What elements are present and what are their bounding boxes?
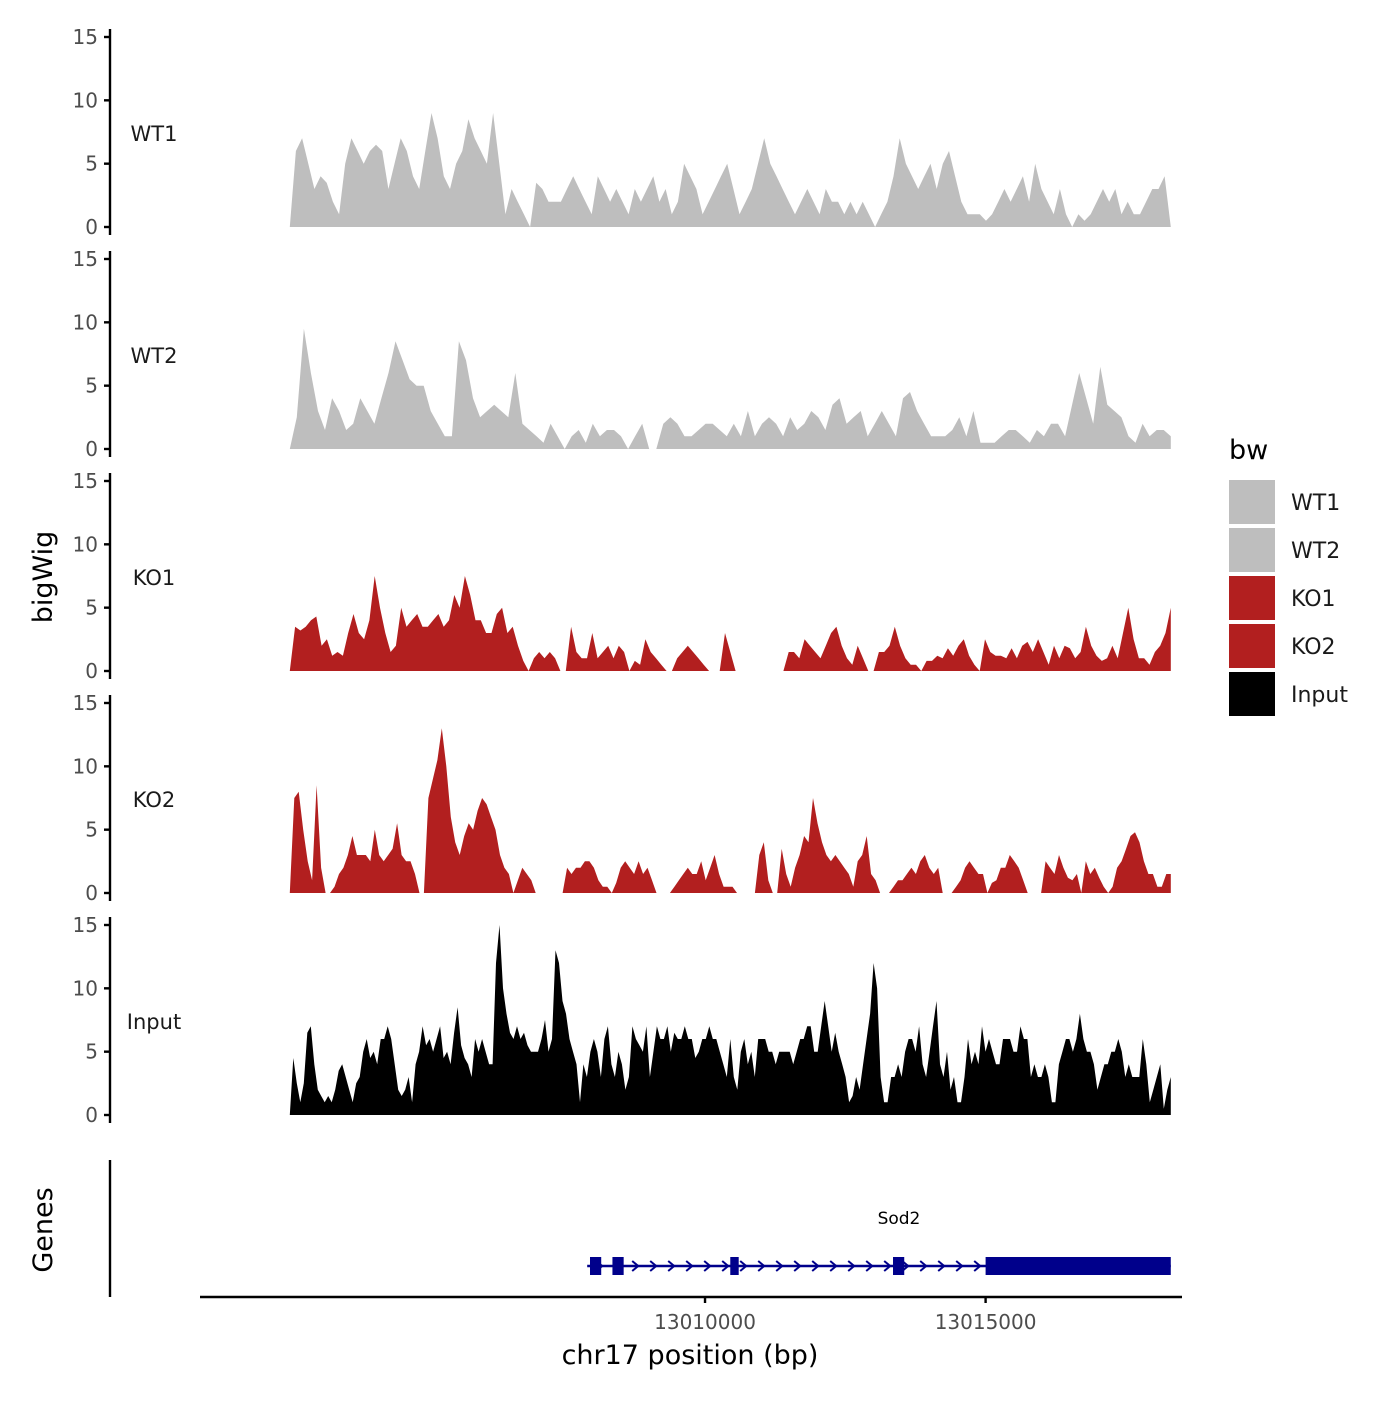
exon-block <box>612 1257 624 1275</box>
y-tick-label: 10 <box>73 532 98 556</box>
legend-swatch-ko2 <box>1229 624 1275 668</box>
y-tick-label: 0 <box>85 215 98 239</box>
legend-title: bw <box>1229 435 1268 466</box>
coverage-area-wt2 <box>289 328 1171 449</box>
y-tick-label: 0 <box>85 437 98 461</box>
legend-swatch-ko1 <box>1229 576 1275 620</box>
legend-label-ko1: KO1 <box>1291 587 1336 612</box>
tracks-layer: 0 5 10 15 WT1 0 5 10 15 WT2 0 5 10 15 KO1 0 5 10 15 KO2 0 5 10… <box>73 25 1171 1127</box>
strand-arrow <box>775 1260 784 1272</box>
strand-arrow <box>631 1260 640 1272</box>
strand-arrow <box>973 1260 982 1272</box>
y-tick-label: 10 <box>73 976 98 1000</box>
legend-swatch-wt1 <box>1229 480 1275 524</box>
y-tick-label: 10 <box>73 310 98 334</box>
y-tick-label: 15 <box>73 247 98 271</box>
x-axis: 13010000 13015000 <box>200 1295 1182 1334</box>
legend-label-input: Input <box>1291 683 1348 708</box>
y-tick-label: 0 <box>85 1103 98 1127</box>
strand-arrow <box>685 1260 694 1272</box>
track-wt2: 0 5 10 15 WT2 <box>73 247 1171 461</box>
genes-layer: Sod2 <box>108 1160 1171 1297</box>
track-label-wt1: WT1 <box>131 122 178 146</box>
track-ko2: 0 5 10 15 KO2 <box>73 691 1171 905</box>
y-tick-label: 5 <box>85 818 98 842</box>
y-tick-label: 0 <box>85 881 98 905</box>
legend-swatch-input <box>1229 672 1275 716</box>
track-input: 0 5 10 15 Input <box>73 913 1171 1127</box>
exon-block <box>985 1257 1171 1275</box>
y-tick-label: 15 <box>73 25 98 49</box>
track-label-wt2: WT2 <box>131 344 178 368</box>
y-tick-label: 15 <box>73 691 98 715</box>
exon-block <box>893 1257 905 1275</box>
y-tick-label: 0 <box>85 659 98 683</box>
strand-arrow <box>757 1260 766 1272</box>
coverage-area-ko1 <box>289 576 1171 671</box>
legend-label-wt1: WT1 <box>1291 491 1340 516</box>
gene-label: Sod2 <box>878 1209 921 1229</box>
y-tick-label: 10 <box>73 88 98 112</box>
y-tick-label: 5 <box>85 1040 98 1064</box>
x-axis-title: chr17 position (bp) <box>562 1340 819 1371</box>
legend: bw WT1 WT2 KO1 KO2 Input <box>1229 435 1348 716</box>
strand-arrow <box>847 1260 856 1272</box>
y-axis-title: bigWig <box>28 531 59 624</box>
y-tick-label: 5 <box>85 374 98 398</box>
coverage-area-ko2 <box>289 728 1171 893</box>
legend-label-wt2: WT2 <box>1291 539 1340 564</box>
strand-arrow <box>703 1260 712 1272</box>
track-wt1: 0 5 10 15 WT1 <box>73 25 1171 239</box>
y-tick-label: 15 <box>73 913 98 937</box>
strand-arrow <box>865 1260 874 1272</box>
strand-arrow <box>937 1260 946 1272</box>
strand-arrow <box>883 1260 892 1272</box>
track-label-ko1: KO1 <box>133 566 176 590</box>
strand-arrow <box>829 1260 838 1272</box>
strand-arrow <box>811 1260 820 1272</box>
track-label-ko2: KO2 <box>133 788 176 812</box>
strand-arrow <box>721 1260 730 1272</box>
strand-arrow <box>649 1260 658 1272</box>
exon-block <box>730 1257 739 1275</box>
legend-label-ko2: KO2 <box>1291 635 1336 660</box>
exon-block <box>589 1257 602 1275</box>
y-tick-label: 10 <box>73 754 98 778</box>
y-tick-label: 5 <box>85 596 98 620</box>
coverage-area-wt1 <box>289 113 1171 227</box>
coverage-area-input <box>289 925 1171 1115</box>
y-tick-label: 5 <box>85 152 98 176</box>
track-label-input: Input <box>127 1010 181 1034</box>
gene-sod2: Sod2 <box>587 1209 1171 1275</box>
strand-arrow <box>955 1260 964 1272</box>
x-tick-label: 13010000 <box>654 1310 756 1334</box>
genes-axis-title: Genes <box>28 1187 59 1272</box>
track-ko1: 0 5 10 15 KO1 <box>73 469 1171 683</box>
y-tick-label: 15 <box>73 469 98 493</box>
strand-arrow <box>919 1260 928 1272</box>
strand-arrow <box>667 1260 676 1272</box>
strand-arrow <box>739 1260 748 1272</box>
x-tick-label: 13015000 <box>935 1310 1037 1334</box>
legend-swatch-wt2 <box>1229 528 1275 572</box>
strand-arrow <box>793 1260 802 1272</box>
